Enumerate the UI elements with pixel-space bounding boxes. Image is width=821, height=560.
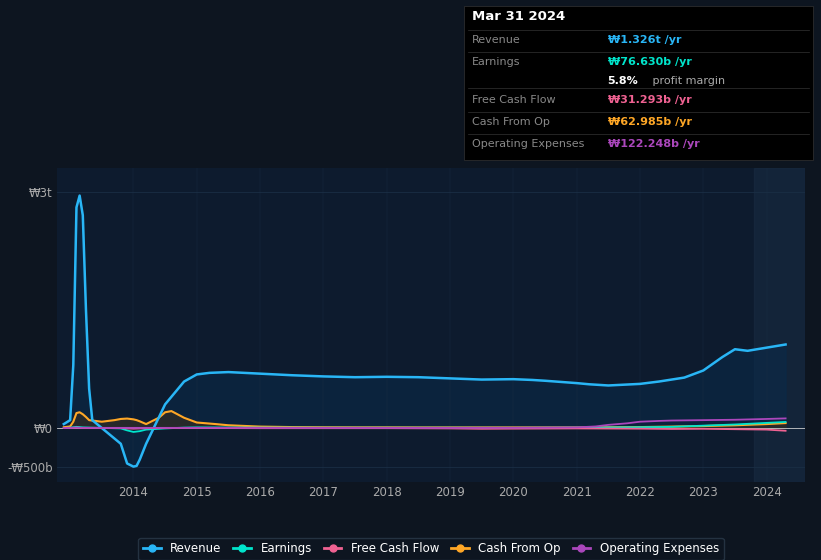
Text: ₩122.248b /yr: ₩122.248b /yr bbox=[608, 139, 699, 150]
Text: ₩31.293b /yr: ₩31.293b /yr bbox=[608, 95, 691, 105]
Text: ₩1.326t /yr: ₩1.326t /yr bbox=[608, 35, 681, 45]
Text: profit margin: profit margin bbox=[649, 76, 725, 86]
Legend: Revenue, Earnings, Free Cash Flow, Cash From Op, Operating Expenses: Revenue, Earnings, Free Cash Flow, Cash … bbox=[139, 538, 723, 560]
Bar bbox=[754, 168, 805, 482]
Text: Cash From Op: Cash From Op bbox=[472, 117, 550, 127]
Text: ₩62.985b /yr: ₩62.985b /yr bbox=[608, 117, 691, 127]
Text: 5.8%: 5.8% bbox=[608, 76, 638, 86]
Text: Mar 31 2024: Mar 31 2024 bbox=[472, 10, 566, 23]
Text: ₩76.630b /yr: ₩76.630b /yr bbox=[608, 57, 691, 67]
Text: Earnings: Earnings bbox=[472, 57, 521, 67]
Text: Operating Expenses: Operating Expenses bbox=[472, 139, 585, 150]
Text: Revenue: Revenue bbox=[472, 35, 521, 45]
Text: Free Cash Flow: Free Cash Flow bbox=[472, 95, 556, 105]
